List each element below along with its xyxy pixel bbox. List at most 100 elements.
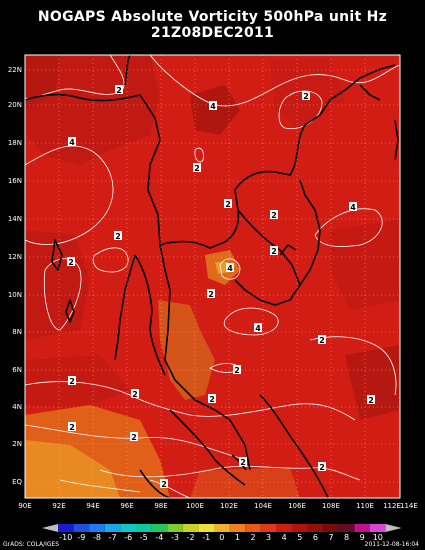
colorbar-label: 10 xyxy=(373,533,383,542)
shading-light-south xyxy=(25,440,120,498)
map-subtitle: 21Z08DEC2011 xyxy=(150,25,275,41)
colorbar-swatch xyxy=(245,524,261,532)
lat-label: 8N xyxy=(12,328,22,336)
lon-label: 102E xyxy=(220,502,238,510)
colorbar-label: 4 xyxy=(282,533,287,542)
colorbar-swatch xyxy=(292,524,308,532)
colorbar-label: -3 xyxy=(171,533,179,542)
colorbar-swatch xyxy=(58,524,74,532)
colorbar-label: -9 xyxy=(77,533,85,542)
contour-label: 4 xyxy=(69,138,75,147)
colorbar: -10 -9 -8 -7 -6 -5 -4 -3 -2 -1 0 1 2 3 4 5 6 7 8 9 10 xyxy=(42,524,402,542)
colorbar-label: 2 xyxy=(250,533,255,542)
shading-orange-bottom xyxy=(190,468,300,498)
footer-timestamp: 2011-12-08-16:04 xyxy=(364,541,419,548)
contour-label: 2 xyxy=(68,258,74,267)
contour-label: 2 xyxy=(69,423,75,432)
contour-label: 2 xyxy=(194,164,200,173)
contour-label: 2 xyxy=(209,395,215,404)
colorbar-label: 3 xyxy=(266,533,271,542)
lon-label: 114E xyxy=(400,502,418,510)
contour-label: 2 xyxy=(271,211,277,220)
colorbar-swatch xyxy=(354,524,370,532)
contour-label: 2 xyxy=(225,200,231,209)
colorbar-label: -10 xyxy=(59,533,72,542)
lat-label: 12N xyxy=(8,253,22,261)
lon-label: 104E xyxy=(254,502,272,510)
colorbar-right-arrow xyxy=(385,524,402,532)
lat-lon-grid xyxy=(25,55,400,498)
colorbar-label: -5 xyxy=(140,533,148,542)
contour-label: 2 xyxy=(319,463,325,472)
lon-label: 112E xyxy=(383,502,401,510)
shading-dark-nw xyxy=(25,55,160,165)
lon-label: 110E xyxy=(356,502,374,510)
colorbar-label: 9 xyxy=(360,533,365,542)
shading-se xyxy=(345,345,400,420)
colorbar-swatch xyxy=(182,524,199,532)
colorbar-label: -4 xyxy=(155,533,163,542)
contour-label: 2 xyxy=(271,247,277,256)
colorbar-label: -6 xyxy=(124,533,132,542)
lat-label: 4N xyxy=(12,403,22,411)
colorbar-swatch xyxy=(120,524,136,532)
colorbar-swatch xyxy=(307,524,324,532)
lon-label: 98E xyxy=(154,502,167,510)
colorbar-label: 6 xyxy=(313,533,318,542)
shading-dark-corner xyxy=(25,55,60,110)
colorbar-label: -7 xyxy=(109,533,117,542)
latitude-axis: 22N 20N 18N 16N 14N 12N 10N 8N 6N 4N 2N … xyxy=(8,66,23,486)
footer-credit: GrADS: COLA/IGES xyxy=(3,541,60,548)
contour-label: 4 xyxy=(255,324,261,333)
colorbar-label: 1 xyxy=(235,533,240,542)
colorbar-swatch xyxy=(104,524,121,532)
longitude-axis: 90E 92E 94E 96E 98E 100E 102E 104E 106E … xyxy=(18,502,417,510)
colorbar-swatch xyxy=(198,524,214,532)
lat-label: 18N xyxy=(8,139,22,147)
contour-label: 4 xyxy=(210,102,216,111)
colorbar-swatch xyxy=(136,524,152,532)
colorbar-left-arrow xyxy=(42,524,58,532)
lon-label: 106E xyxy=(288,502,306,510)
contour-label: 2 xyxy=(161,480,167,489)
contour-label: 2 xyxy=(69,377,75,386)
lon-label: 94E xyxy=(86,502,99,510)
contour-label-boxes: 2 4 2 2 4 2 2 2 4 2 2 4 2 4 2 2 2 2 2 2 … xyxy=(67,85,375,489)
contour-label: 2 xyxy=(368,396,374,405)
contour-label: 2 xyxy=(319,336,325,345)
contour-label: 2 xyxy=(115,232,121,241)
colorbar-label: 0 xyxy=(219,533,224,542)
lon-label: 90E xyxy=(18,502,31,510)
colorbar-label: -1 xyxy=(202,533,210,542)
lat-label: 14N xyxy=(8,215,22,223)
colorbar-swatch xyxy=(89,524,105,532)
lat-label: 16N xyxy=(8,177,22,185)
contour-label: 2 xyxy=(116,86,122,95)
colorbar-swatch xyxy=(323,524,339,532)
lat-label: 22N xyxy=(8,66,22,74)
lat-label: 2N xyxy=(12,440,22,448)
contour-label: 2 xyxy=(240,458,246,467)
lat-label: 6N xyxy=(12,366,22,374)
contour-label: 2 xyxy=(208,290,214,299)
lat-label: EQ xyxy=(12,478,22,486)
lon-label: 96E xyxy=(120,502,133,510)
colorbar-label: 7 xyxy=(328,533,333,542)
map-title: NOGAPS Absolute Vorticity 500hPa unit Hz xyxy=(37,9,388,25)
lon-label: 108E xyxy=(322,502,340,510)
lon-label: 92E xyxy=(52,502,65,510)
colorbar-swatch xyxy=(229,524,246,532)
colorbar-label: -8 xyxy=(93,533,101,542)
map-area: 2 4 2 2 4 2 2 2 4 2 2 4 2 4 2 2 2 2 2 2 … xyxy=(24,54,401,499)
contour-label: 2 xyxy=(303,92,309,101)
map-frame xyxy=(24,54,401,499)
lon-label: 100E xyxy=(186,502,204,510)
colorbar-label: -2 xyxy=(187,533,195,542)
colorbar-swatch xyxy=(370,524,386,532)
contour-label: 2 xyxy=(234,366,240,375)
contour-label: 2 xyxy=(132,390,138,399)
contour-label: 4 xyxy=(350,203,356,212)
colorbar-swatch xyxy=(73,524,90,532)
contour-label: 2 xyxy=(131,433,137,442)
